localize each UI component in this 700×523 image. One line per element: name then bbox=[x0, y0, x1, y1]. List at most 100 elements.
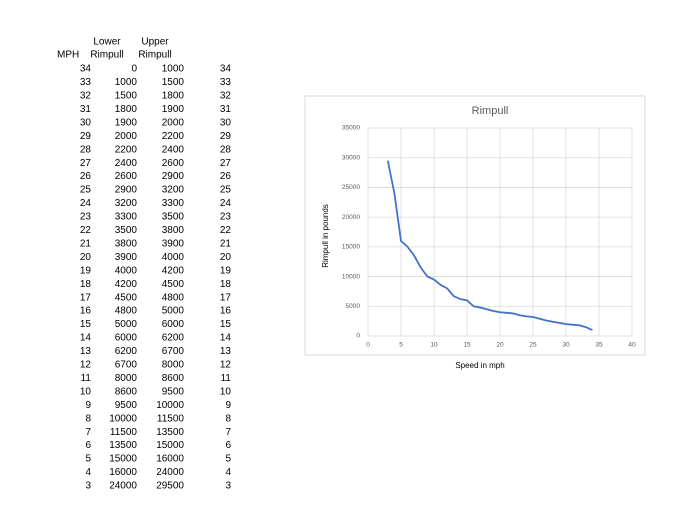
cell: 1900 bbox=[162, 104, 185, 115]
cell: 2600 bbox=[162, 158, 185, 169]
cell: 2900 bbox=[162, 171, 185, 182]
cell: 6200 bbox=[162, 333, 185, 344]
cell: 31 bbox=[220, 104, 232, 115]
cell: 28 bbox=[80, 144, 92, 155]
cell: 4800 bbox=[115, 306, 138, 317]
cell: 3200 bbox=[162, 185, 185, 196]
x-tick-label: 10 bbox=[430, 342, 438, 349]
cell: 3 bbox=[225, 481, 231, 492]
x-tick-label: 5 bbox=[399, 342, 403, 349]
cell: 2200 bbox=[115, 144, 138, 155]
cell: 29 bbox=[220, 131, 232, 142]
cell: 26 bbox=[220, 171, 232, 182]
cell: 9500 bbox=[115, 400, 138, 411]
cell: 32 bbox=[80, 91, 92, 102]
cell: 27 bbox=[220, 158, 232, 169]
cell: 8600 bbox=[115, 386, 138, 397]
cell: 20 bbox=[80, 252, 92, 263]
cell: 21 bbox=[220, 238, 232, 249]
cell: 31 bbox=[80, 104, 92, 115]
cell: 24000 bbox=[156, 467, 184, 478]
cell: 16000 bbox=[109, 467, 137, 478]
y-tick-label: 30000 bbox=[342, 154, 360, 161]
cell: 3900 bbox=[115, 252, 138, 263]
cell: 2200 bbox=[162, 131, 185, 142]
x-tick-label: 15 bbox=[463, 342, 471, 349]
cell: 3 bbox=[85, 481, 91, 492]
cell: 15 bbox=[80, 319, 92, 330]
cell: 24 bbox=[80, 198, 92, 209]
y-tick-label: 35000 bbox=[342, 125, 360, 132]
y-tick-label: 20000 bbox=[342, 214, 360, 221]
cell: 12 bbox=[220, 360, 232, 371]
cell: 14 bbox=[220, 333, 232, 344]
cell: 30 bbox=[80, 117, 92, 128]
cell: 2400 bbox=[162, 144, 185, 155]
cell: 23 bbox=[220, 212, 232, 223]
header: Lower bbox=[93, 37, 121, 48]
cell: 15000 bbox=[156, 440, 184, 451]
cell: 4500 bbox=[115, 292, 138, 303]
cell: 6 bbox=[225, 440, 231, 451]
cell: 6700 bbox=[115, 360, 138, 371]
cell: 15 bbox=[220, 319, 232, 330]
x-tick-label: 20 bbox=[496, 342, 504, 349]
y-tick-label: 5000 bbox=[346, 303, 361, 310]
cell: 9 bbox=[85, 400, 91, 411]
cell: 1800 bbox=[162, 91, 185, 102]
chart-title: Rimpull bbox=[472, 105, 509, 117]
cell: 6200 bbox=[115, 346, 138, 357]
cell: 4500 bbox=[162, 279, 185, 290]
cell: 19 bbox=[220, 265, 232, 276]
x-tick-label: 30 bbox=[562, 342, 570, 349]
cell: 2900 bbox=[115, 185, 138, 196]
cell: 14 bbox=[80, 333, 92, 344]
header: MPH bbox=[57, 50, 79, 61]
cell: 24 bbox=[220, 198, 232, 209]
cell: 4 bbox=[85, 467, 91, 478]
cell: 10 bbox=[220, 386, 232, 397]
cell: 23 bbox=[80, 212, 92, 223]
cell: 1900 bbox=[115, 117, 138, 128]
cell: 5 bbox=[225, 454, 231, 465]
cell: 1500 bbox=[162, 77, 185, 88]
x-axis-label: Speed in mph bbox=[455, 361, 504, 370]
cell: 11 bbox=[221, 373, 232, 384]
cell: 15000 bbox=[109, 454, 137, 465]
cell: 4200 bbox=[115, 279, 138, 290]
cell: 34 bbox=[80, 64, 92, 75]
cell: 2600 bbox=[115, 171, 138, 182]
cell: 2400 bbox=[115, 158, 138, 169]
cell: 2000 bbox=[162, 117, 185, 128]
cell: 19 bbox=[80, 265, 92, 276]
header: Rimpull bbox=[90, 50, 123, 61]
cell: 17 bbox=[80, 292, 92, 303]
y-tick-label: 15000 bbox=[342, 244, 360, 251]
cell: 16000 bbox=[156, 454, 184, 465]
x-tick-label: 35 bbox=[595, 342, 603, 349]
chart-frame bbox=[304, 95, 646, 356]
cell: 9 bbox=[225, 400, 231, 411]
y-axis-label: Rimpull in pounds bbox=[321, 204, 330, 268]
cell: 33 bbox=[80, 77, 92, 88]
x-tick-label: 25 bbox=[529, 342, 537, 349]
cell: 7 bbox=[225, 427, 231, 438]
cell: 8000 bbox=[162, 360, 185, 371]
cell: 10 bbox=[80, 386, 92, 397]
cell: 11 bbox=[81, 373, 92, 384]
cell: 1000 bbox=[115, 77, 138, 88]
cell: 22 bbox=[80, 225, 92, 236]
cell: 3900 bbox=[162, 238, 185, 249]
cell: 6000 bbox=[162, 319, 185, 330]
cell: 29500 bbox=[156, 481, 184, 492]
cell: 28 bbox=[220, 144, 232, 155]
cell: 12 bbox=[80, 360, 92, 371]
y-tick-label: 0 bbox=[356, 333, 360, 340]
cell: 25 bbox=[80, 185, 92, 196]
cell: 1800 bbox=[115, 104, 138, 115]
cell: 16 bbox=[220, 306, 232, 317]
y-tick-label: 10000 bbox=[342, 273, 360, 280]
cell: 13500 bbox=[109, 440, 137, 451]
x-tick-label: 0 bbox=[366, 342, 370, 349]
line bbox=[386, 160, 593, 331]
